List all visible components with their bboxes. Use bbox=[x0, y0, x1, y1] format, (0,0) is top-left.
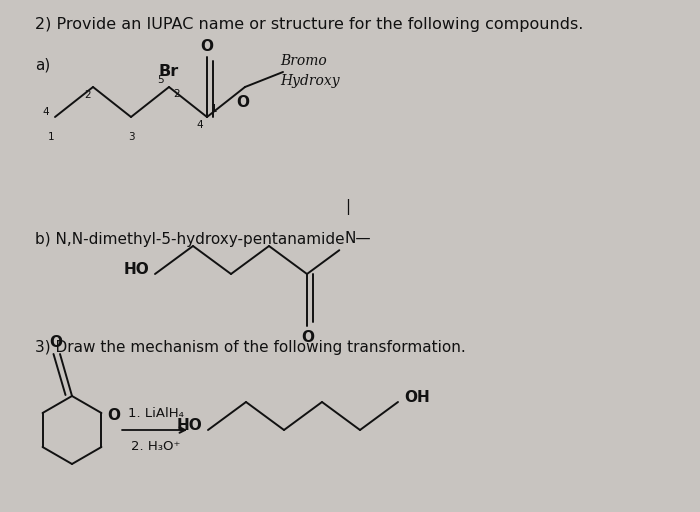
Text: 1: 1 bbox=[48, 132, 55, 142]
Text: 5: 5 bbox=[158, 75, 164, 85]
Text: HO: HO bbox=[176, 418, 202, 434]
Text: O: O bbox=[237, 95, 249, 110]
Text: Bromo: Bromo bbox=[280, 54, 327, 68]
Text: 4: 4 bbox=[197, 120, 203, 130]
Text: 2. H₃O⁺: 2. H₃O⁺ bbox=[132, 440, 181, 453]
Text: Br: Br bbox=[159, 64, 179, 79]
Text: O: O bbox=[107, 408, 120, 422]
Text: 2: 2 bbox=[173, 89, 180, 99]
Text: O: O bbox=[50, 335, 62, 350]
Text: HO: HO bbox=[123, 263, 149, 278]
Text: 1. LiAlH₄: 1. LiAlH₄ bbox=[128, 407, 184, 420]
Text: 2) Provide an IUPAC name or structure for the following compounds.: 2) Provide an IUPAC name or structure fo… bbox=[35, 17, 583, 32]
Text: O: O bbox=[200, 39, 214, 54]
Text: 4: 4 bbox=[43, 107, 49, 117]
Text: 3: 3 bbox=[127, 132, 134, 142]
Text: a): a) bbox=[35, 57, 50, 72]
Text: |: | bbox=[344, 199, 350, 215]
Text: 1: 1 bbox=[211, 104, 218, 114]
Text: OH: OH bbox=[404, 391, 430, 406]
Text: 3) Draw the mechanism of the following transformation.: 3) Draw the mechanism of the following t… bbox=[35, 340, 466, 355]
Text: N—: N— bbox=[344, 231, 371, 246]
Text: b) N,N-dimethyl-5-hydroxy-pentanamide: b) N,N-dimethyl-5-hydroxy-pentanamide bbox=[35, 232, 344, 247]
Text: 2: 2 bbox=[85, 90, 91, 100]
Text: O: O bbox=[302, 330, 314, 345]
Text: Hydroxy: Hydroxy bbox=[280, 74, 340, 88]
